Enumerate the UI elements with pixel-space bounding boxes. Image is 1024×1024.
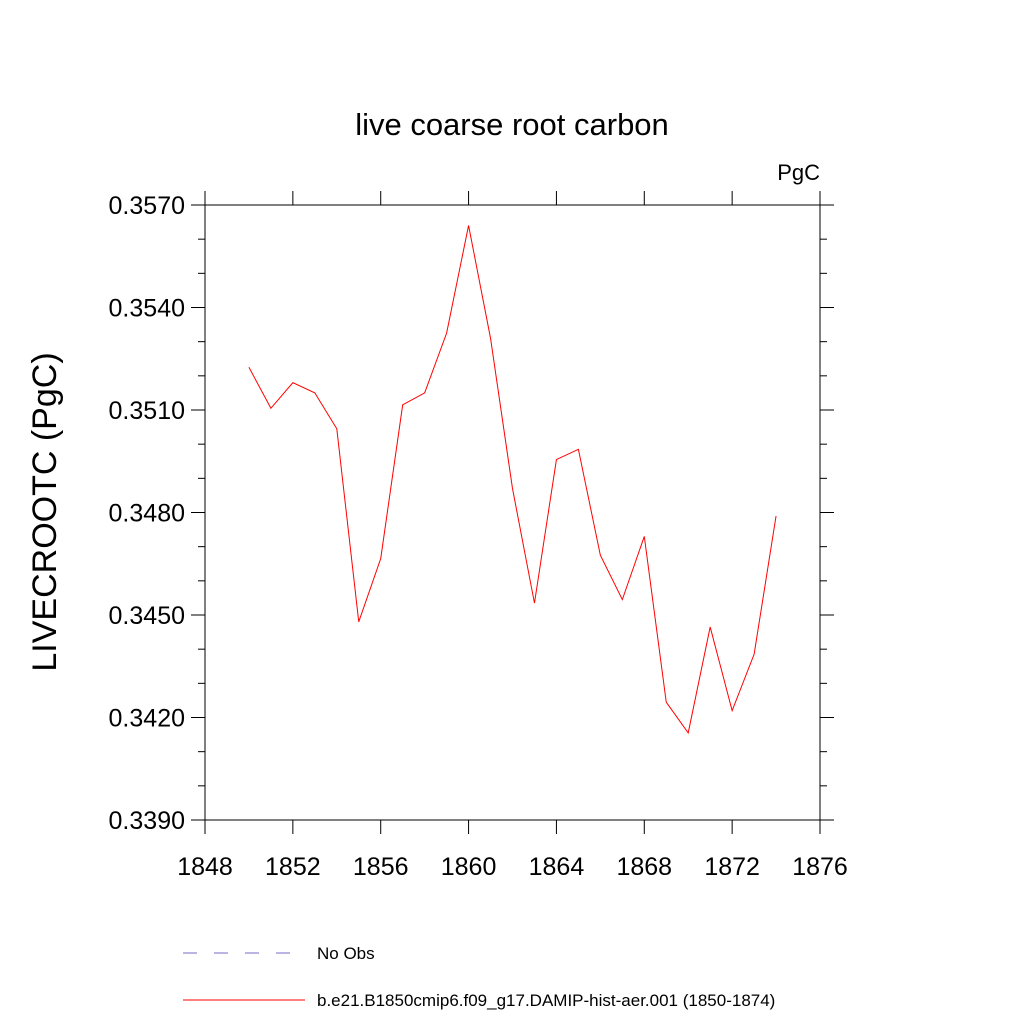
- y-tick-label: 0.3390: [109, 807, 185, 835]
- legend: No Obs b.e21.B1850cmip6.f09_g17.DAMIP-his…: [183, 944, 775, 1010]
- y-tick-label: 0.3510: [109, 397, 185, 425]
- x-tick-label: 1852: [265, 853, 321, 881]
- y-tick-label: 0.3540: [109, 295, 185, 323]
- x-tick-label: 1848: [177, 853, 233, 881]
- units-label: PgC: [777, 160, 820, 185]
- legend-label: b.e21.B1850cmip6.f09_g17.DAMIP-hist-aer.…: [317, 991, 775, 1010]
- series-group: [248, 225, 777, 735]
- x-axis-ticks: 1848 1852 1856 1860 1864 1868 1872 1876: [177, 191, 848, 881]
- x-tick-label: 1872: [704, 853, 760, 881]
- x-tick-label: 1860: [441, 853, 497, 881]
- series-line: [248, 225, 777, 735]
- chart-title: live coarse root carbon: [355, 107, 669, 142]
- y-axis-ticks: 0.3390 0.3420 0.3450 0.3480 0.3510 0.3540 0.35…: [109, 192, 834, 835]
- y-tick-label: 0.3450: [109, 602, 185, 630]
- y-tick-label: 0.3480: [109, 500, 185, 528]
- y-axis-label: LIVECROOTC (PgC): [26, 352, 64, 671]
- y-tick-label: 0.3570: [109, 192, 185, 220]
- x-tick-label: 1864: [529, 853, 585, 881]
- x-tick-label: 1856: [353, 853, 409, 881]
- x-tick-label: 1868: [616, 853, 672, 881]
- plot-border: [204, 204, 821, 821]
- plot-frame: [204, 204, 821, 821]
- y-tick-label: 0.3420: [109, 705, 185, 733]
- x-tick-label: 1876: [792, 853, 848, 881]
- legend-label: No Obs: [317, 944, 375, 963]
